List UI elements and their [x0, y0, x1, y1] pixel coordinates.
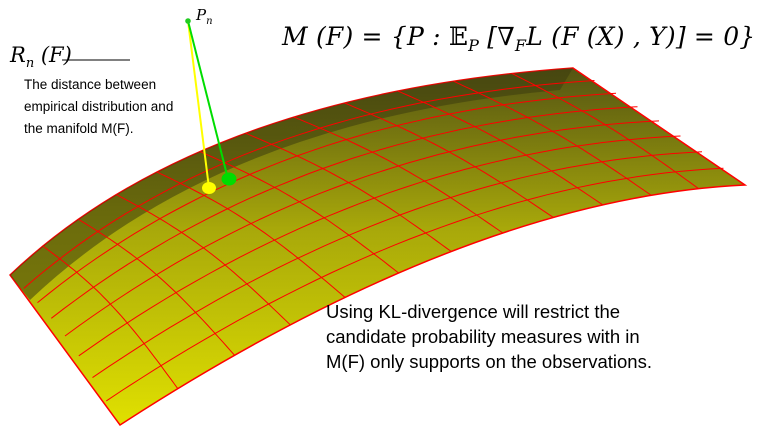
- grid-line: [78, 135, 681, 357]
- kl-note-line: M(F) only supports on the observations.: [326, 351, 652, 372]
- pn-label: Pn: [196, 6, 213, 27]
- kl-note-line: Using KL-divergence will restrict the: [326, 301, 621, 322]
- grid-line: [50, 106, 638, 319]
- pn-point: [185, 18, 191, 24]
- pn-base: P: [196, 6, 207, 24]
- formula-expectation-sub: P: [468, 36, 480, 55]
- formula-close: ] = 0}: [675, 22, 756, 51]
- green-projection-point: [221, 172, 237, 186]
- grid-line: [23, 80, 595, 289]
- manifold-formula: M (F) = {P : 𝔼P [∇FL (F (X) , Y)] = 0}: [282, 22, 755, 55]
- rn-description-line: The distance between: [24, 77, 157, 92]
- kl-divergence-note: Using KL-divergence will restrict the ca…: [326, 299, 726, 374]
- rn-arg: (F): [34, 43, 72, 67]
- manifold-shadow: [10, 68, 573, 300]
- rn-description: The distance between empirical distribut…: [24, 74, 214, 140]
- formula-nabla: ∇: [497, 22, 515, 51]
- formula-lhs: M (F) = {P :: [282, 22, 449, 51]
- rn-label: Rn (F): [10, 43, 72, 71]
- kl-note-line: candidate probability measures with in: [326, 326, 640, 347]
- yellow-distance-line: [187, 20, 210, 189]
- formula-open-bracket: [: [479, 22, 498, 51]
- rn-base: R: [10, 43, 26, 67]
- formula-loss: L (F (X) , Y): [526, 22, 676, 51]
- grid-line: [64, 120, 660, 337]
- pn-sub: n: [206, 16, 213, 27]
- grid-line: [92, 151, 703, 379]
- formula-nabla-sub: F: [514, 36, 527, 55]
- green-distance-line: [187, 20, 229, 180]
- formula-expectation: 𝔼: [448, 22, 469, 51]
- yellow-projection-point: [202, 182, 216, 194]
- rn-description-line: the manifold M(F).: [24, 121, 134, 136]
- grid-line: [37, 92, 617, 303]
- rn-sub: n: [25, 56, 35, 72]
- grid-line: [106, 167, 724, 402]
- rn-description-line: empirical distribution and: [24, 99, 174, 114]
- manifold-grid: [23, 73, 724, 402]
